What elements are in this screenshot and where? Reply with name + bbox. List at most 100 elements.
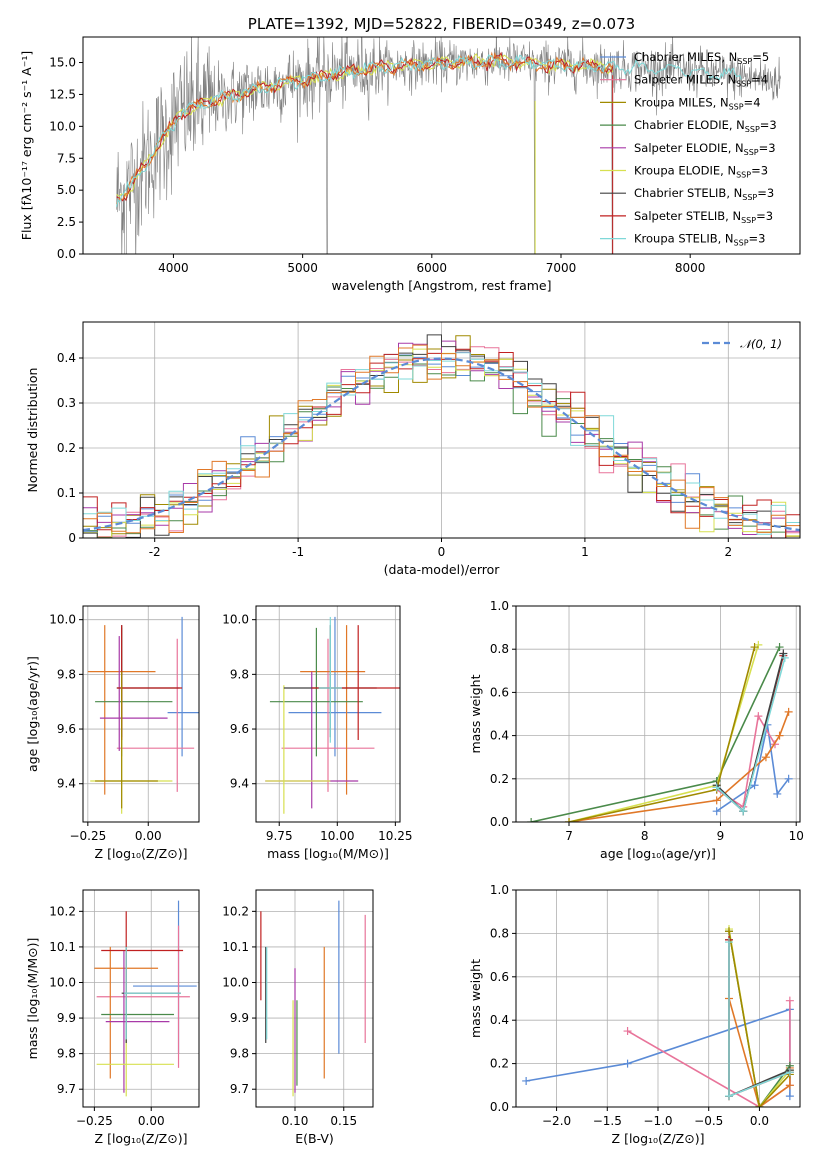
- x-tick-label: 5000: [287, 261, 318, 275]
- y-tick-label: 0.0: [490, 815, 509, 829]
- weight-point: [784, 774, 793, 783]
- weight-point: [623, 1059, 632, 1068]
- errorbar-chabrier-miles: [288, 616, 382, 757]
- x-axis-label: Z [log₁₀(Z/Z⊙)]: [612, 1131, 705, 1146]
- plot-frame: [82, 605, 200, 823]
- errorbar-salpeter-stelib: [311, 625, 400, 740]
- x-tick-label: 0.0: [750, 1114, 769, 1128]
- weight-point: [773, 789, 782, 798]
- x-axis-label: wavelength [Angstrom, rest frame]: [331, 278, 551, 293]
- x-tick-label: 4000: [158, 261, 189, 275]
- plot-area: [87, 616, 199, 814]
- legend-entry: Kroupa STELIB, NSSP=3: [634, 232, 766, 248]
- x-tick-label: 7: [565, 829, 573, 843]
- y-tick-label: 9.7: [230, 1082, 249, 1096]
- y-tick-label: 10.0: [49, 613, 76, 627]
- errorbar-chabrier-elodie: [101, 946, 174, 1043]
- y-axis-label: mass weight: [468, 959, 483, 1038]
- y-axis: 9.7 9.8 9.9 10.0 10.1 10.2: [222, 904, 373, 1096]
- weight-point: [750, 643, 759, 652]
- weight-point: [522, 1076, 531, 1085]
- errorbar-salpeter-miles: [116, 638, 195, 792]
- legend-label: Kroupa MILES: [634, 95, 713, 109]
- legend-label: Chabrier MILES: [634, 50, 721, 64]
- weight-point: [527, 818, 536, 822]
- plot-frame: [82, 36, 801, 255]
- x-axis-label: mass [log₁₀(M/M⊙)]: [267, 846, 389, 861]
- y-tick-label: 0.2: [490, 772, 509, 786]
- errorbar-chabrier-elodie: [95, 627, 173, 757]
- chart-title: PLATE=1392, MJD=52822, FIBERID=0349, z=0…: [248, 15, 635, 33]
- weight-vs-metallicity-panel: −2.0 −1.5 −1.0 −0.5 0.0 0.0 0.2 0.4 0.6 0.8 1.0 Z […: [468, 883, 801, 1146]
- x-axis: 4000 5000 6000 7000 8000: [158, 254, 705, 275]
- x-tick-label: 2: [724, 545, 732, 559]
- residual-histogram: [83, 334, 800, 538]
- weight-point: [785, 996, 794, 1005]
- x-axis: 9.75 10.00 10.25: [266, 606, 413, 843]
- y-tick-label: 10.0: [49, 119, 76, 133]
- legend-nssp: 4: [761, 73, 768, 87]
- x-tick-label: 0.00: [138, 1114, 165, 1128]
- legend-entry: Chabrier STELIB, NSSP=3: [634, 186, 774, 202]
- y-axis: 9.4 9.6 9.8 10.0: [222, 613, 400, 791]
- x-axis-label: age [log₁₀(age/yr)]: [600, 846, 716, 861]
- plot-frame: [255, 889, 374, 1108]
- y-tick-label: 9.4: [230, 777, 249, 791]
- legend-nssp: 5: [762, 50, 769, 64]
- y-tick-label: 0.4: [57, 351, 76, 365]
- legend-nssp: 3: [768, 141, 775, 155]
- legend-entry: Kroupa MILES, NSSP=4: [634, 95, 761, 111]
- y-tick-label: 10.0: [222, 975, 249, 989]
- y-tick-label: 0.1: [57, 486, 76, 500]
- x-tick-label: -1: [292, 545, 304, 559]
- legend: Chabrier MILES, NSSP=5 Salpeter MILES, NS…: [600, 50, 777, 248]
- errorbar-salpeter-miles: [96, 925, 190, 1068]
- y-tick-label: 9.8: [57, 1047, 76, 1061]
- mass-vs-metallicity-panel: −0.25 0.00 9.7 9.8 9.9 10.0 10.1 10.2 Z [log₁₀(Z…: [25, 889, 200, 1146]
- plot-frame: [515, 889, 801, 1108]
- legend-entry: Chabrier MILES, NSSP=5: [634, 50, 769, 66]
- x-tick-label: −1.0: [643, 1114, 672, 1128]
- legend-label: Chabrier STELIB: [634, 186, 726, 200]
- legend-label: Salpeter MILES: [634, 73, 720, 87]
- weight-series-kroupa-stelib: [725, 938, 794, 1101]
- x-tick-label: 9.75: [266, 829, 293, 843]
- weight-point: [780, 653, 789, 662]
- y-tick-label: 10.0: [49, 975, 76, 989]
- x-tick-label: 9: [717, 829, 725, 843]
- plot-area: [94, 900, 197, 1097]
- legend-label: Salpeter STELIB: [634, 209, 725, 223]
- weight-point: [754, 640, 763, 649]
- y-tick-label: 9.8: [230, 1047, 249, 1061]
- y-tick-label: 9.9: [230, 1011, 249, 1025]
- weight-vs-age-panel: 7 8 9 10 0.0 0.2 0.4 0.6 0.8 1.0 age [log₁₀(age/yr…: [468, 599, 804, 861]
- legend-label: Kroupa ELODIE: [634, 164, 720, 178]
- legend-nssp: 3: [758, 232, 765, 246]
- y-tick-label: 0.2: [490, 1057, 509, 1071]
- errorbar-kroupa-stelib: [318, 616, 342, 743]
- legend-label: Kroupa STELIB: [634, 232, 718, 246]
- x-tick-label: 10.00: [320, 829, 354, 843]
- plot-area: [522, 925, 794, 1107]
- normal-curve: [83, 357, 800, 532]
- plot-frame: [82, 889, 200, 1108]
- errorbar-salpeter-elodie: [99, 636, 168, 751]
- weight-point: [785, 1068, 794, 1077]
- legend-entry: Chabrier ELODIE, NSSP=3: [634, 118, 777, 134]
- weight-point: [712, 783, 721, 792]
- y-tick-label: 0.6: [490, 685, 509, 699]
- x-tick-label: 8: [641, 829, 649, 843]
- y-tick-label: 12.5: [49, 87, 76, 101]
- x-tick-label: 0.15: [330, 1114, 357, 1128]
- x-axis-label: Z [log₁₀(Z/Z⊙)]: [95, 1131, 188, 1146]
- weight-point: [712, 796, 721, 805]
- errorbar-orange: [300, 625, 366, 795]
- errorbar-chabrier-miles: [167, 616, 199, 757]
- errorbar-kroupa-elodie: [265, 685, 331, 814]
- x-tick-label: 10.25: [378, 829, 412, 843]
- x-axis-label: E(B-V): [295, 1131, 334, 1146]
- spectrum-panel: 4000 5000 6000 7000 8000 0.0 2.5 5.0 7.5 10.0 12.5…: [19, 15, 801, 293]
- errorbar-kroupa-elodie: [96, 957, 174, 1097]
- legend-label: Salpeter ELODIE: [634, 141, 728, 155]
